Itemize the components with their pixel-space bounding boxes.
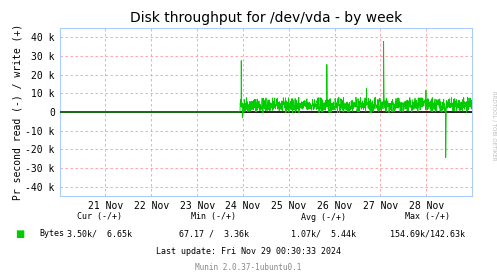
Text: 1.07k/  5.44k: 1.07k/ 5.44k <box>291 229 355 238</box>
Y-axis label: Pr second read (-) / write (+): Pr second read (-) / write (+) <box>12 24 23 200</box>
Text: Avg (-/+): Avg (-/+) <box>301 213 345 221</box>
Text: 3.50k/  6.65k: 3.50k/ 6.65k <box>67 229 132 238</box>
Text: Cur (-/+): Cur (-/+) <box>77 213 122 221</box>
Title: Disk throughput for /dev/vda - by week: Disk throughput for /dev/vda - by week <box>130 11 402 25</box>
Text: ■: ■ <box>15 229 24 239</box>
Text: 154.69k/142.63k: 154.69k/142.63k <box>390 229 465 238</box>
Text: RRDTOOL / TOBI OETIKER: RRDTOOL / TOBI OETIKER <box>491 91 496 161</box>
Text: Munin 2.0.37-1ubuntu0.1: Munin 2.0.37-1ubuntu0.1 <box>195 263 302 272</box>
Text: Last update: Fri Nov 29 00:30:33 2024: Last update: Fri Nov 29 00:30:33 2024 <box>156 248 341 256</box>
Text: Bytes: Bytes <box>40 229 65 238</box>
Text: Max (-/+): Max (-/+) <box>405 213 450 221</box>
Text: 67.17 /  3.36k: 67.17 / 3.36k <box>179 229 248 238</box>
Text: Min (-/+): Min (-/+) <box>191 213 236 221</box>
